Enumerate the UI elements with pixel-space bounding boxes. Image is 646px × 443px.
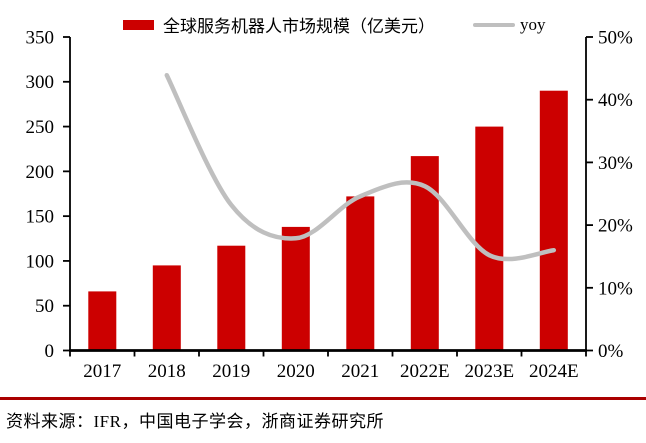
left-axis-label: 200	[26, 162, 55, 183]
x-axis-label-2021: 2021	[341, 361, 379, 382]
bar-2019	[217, 245, 246, 351]
bar-2018	[152, 265, 181, 351]
left-axis-label: 250	[26, 117, 55, 138]
left-axis-label: 0	[45, 341, 55, 362]
right-axis-label: 20%	[598, 216, 633, 237]
right-axis-label: 50%	[598, 27, 633, 48]
bar-2020	[281, 226, 310, 351]
right-axis-label: 30%	[598, 153, 633, 174]
yoy-line	[164, 72, 557, 262]
bar-2023E	[475, 126, 504, 351]
right-axis-label: 40%	[598, 90, 633, 111]
x-axis-label-2018: 2018	[148, 361, 186, 382]
chart-plot-area: 0 50 100 150 200 250 300 350 0% 10% 20% 30% 40% 50% 20…	[26, 27, 634, 382]
bar-series-swatch-icon	[123, 19, 154, 30]
bar-2021	[346, 196, 375, 351]
line-series-swatch-icon	[473, 22, 515, 27]
left-axis-label: 350	[26, 27, 55, 48]
x-axis-label-2020: 2020	[277, 361, 315, 382]
line-series-label: yoy	[520, 14, 546, 34]
x-axis-label-2019: 2019	[212, 361, 250, 382]
x-axis-label-2023E: 2023E	[464, 361, 514, 382]
bar-2017	[88, 291, 117, 351]
right-axis-label: 10%	[598, 278, 633, 299]
source-note: 资料来源：IFR，中国电子学会，浙商证券研究所	[6, 412, 384, 431]
x-axis-label-2024E: 2024E	[529, 361, 579, 382]
source-divider	[0, 397, 646, 400]
x-axis-label-2022E: 2022E	[400, 361, 450, 382]
bar-series-label: 全球服务机器人市场规模（亿美元）	[163, 17, 435, 36]
left-axis-label: 100	[26, 251, 55, 272]
left-axis-label: 300	[26, 72, 55, 93]
left-axis-label: 150	[26, 207, 55, 228]
chart-legend: 全球服务机器人市场规模（亿美元） yoy	[123, 12, 546, 37]
right-axis-label: 0%	[598, 341, 624, 362]
bar-2024E	[539, 90, 568, 351]
x-axis-label-2017: 2017	[83, 361, 121, 382]
left-axis-label: 50	[35, 296, 54, 317]
